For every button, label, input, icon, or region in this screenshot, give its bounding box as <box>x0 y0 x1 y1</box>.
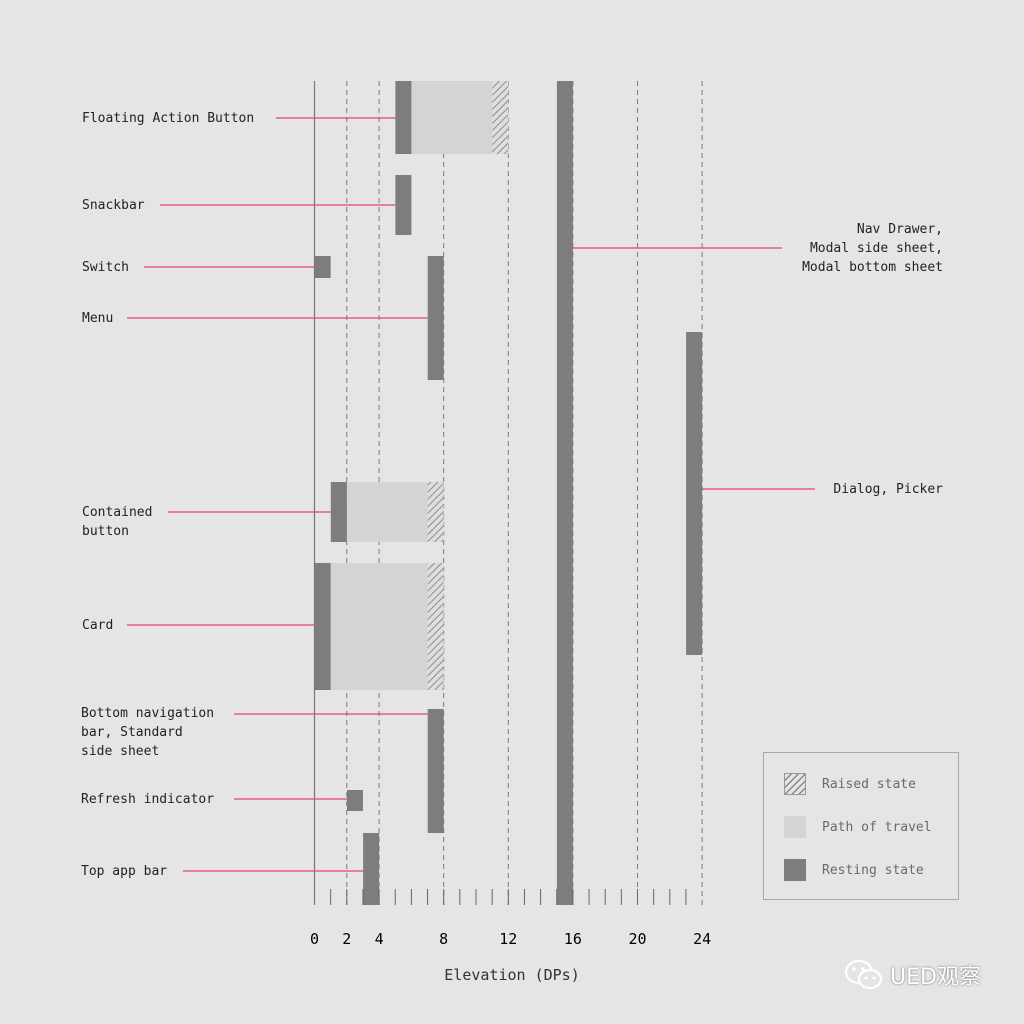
legend-item-raised: Raised state <box>784 773 916 795</box>
component-4-path-of-travel <box>346 482 428 542</box>
legend: Raised state Path of travel Resting stat… <box>763 752 959 900</box>
legend-label-path: Path of travel <box>822 819 932 835</box>
legend-label-resting: Resting state <box>822 862 924 878</box>
component-2-label: Switch <box>82 260 129 275</box>
path-swatch <box>784 816 806 838</box>
legend-label-raised: Raised state <box>822 776 916 792</box>
legend-item-path: Path of travel <box>784 816 932 838</box>
component-4-label: Contained button <box>82 505 153 539</box>
legend-item-resting: Resting state <box>784 859 924 881</box>
component-9-label: Nav Drawer, Modal side sheet, Modal bott… <box>802 222 943 275</box>
component-5-label: Card <box>82 618 114 633</box>
component-1-resting-state <box>395 175 412 235</box>
watermark-text: UED观察 <box>890 965 981 990</box>
component-5-path-of-travel <box>330 563 428 690</box>
component-4-raised-state <box>427 482 444 542</box>
component-5-resting-state <box>314 563 331 690</box>
component-7-resting-state <box>346 790 363 811</box>
x-tick-label-16: 16 <box>564 930 582 948</box>
component-0-raised-state <box>492 81 509 154</box>
component-3-label: Menu <box>82 311 114 326</box>
x-tick-label-4: 4 <box>375 930 384 948</box>
component-0-path-of-travel <box>411 81 493 154</box>
component-0-resting-state <box>395 81 412 154</box>
component-9-resting-state <box>556 81 573 905</box>
watermark: UED观察 <box>844 958 981 992</box>
raised-swatch <box>784 773 806 795</box>
component-6-resting-state <box>427 709 444 833</box>
component-3-resting-state <box>427 256 444 380</box>
component-2-resting-state <box>314 256 331 278</box>
component-4-resting-state <box>330 482 347 542</box>
x-axis-title: Elevation (DPs) <box>444 966 580 984</box>
resting-swatch <box>784 859 806 881</box>
x-tick-label-0: 0 <box>310 930 319 948</box>
component-8-resting-state <box>363 833 380 905</box>
component-10-resting-state <box>686 332 703 655</box>
component-1-label: Snackbar <box>82 198 145 213</box>
x-tick-label-8: 8 <box>439 930 448 948</box>
component-6-label: Bottom navigation bar, Standard side she… <box>81 706 215 759</box>
x-tick-label-24: 24 <box>693 930 711 948</box>
component-5-raised-state <box>427 563 444 690</box>
x-tick-label-2: 2 <box>342 930 351 948</box>
component-7-label: Refresh indicator <box>81 792 215 807</box>
wechat-icon <box>844 959 883 990</box>
component-10-label: Dialog, Picker <box>833 482 943 497</box>
x-tick-label-12: 12 <box>499 930 517 948</box>
component-0-label: Floating Action Button <box>82 111 255 126</box>
x-tick-label-20: 20 <box>628 930 646 948</box>
component-8-label: Top app bar <box>81 864 168 879</box>
